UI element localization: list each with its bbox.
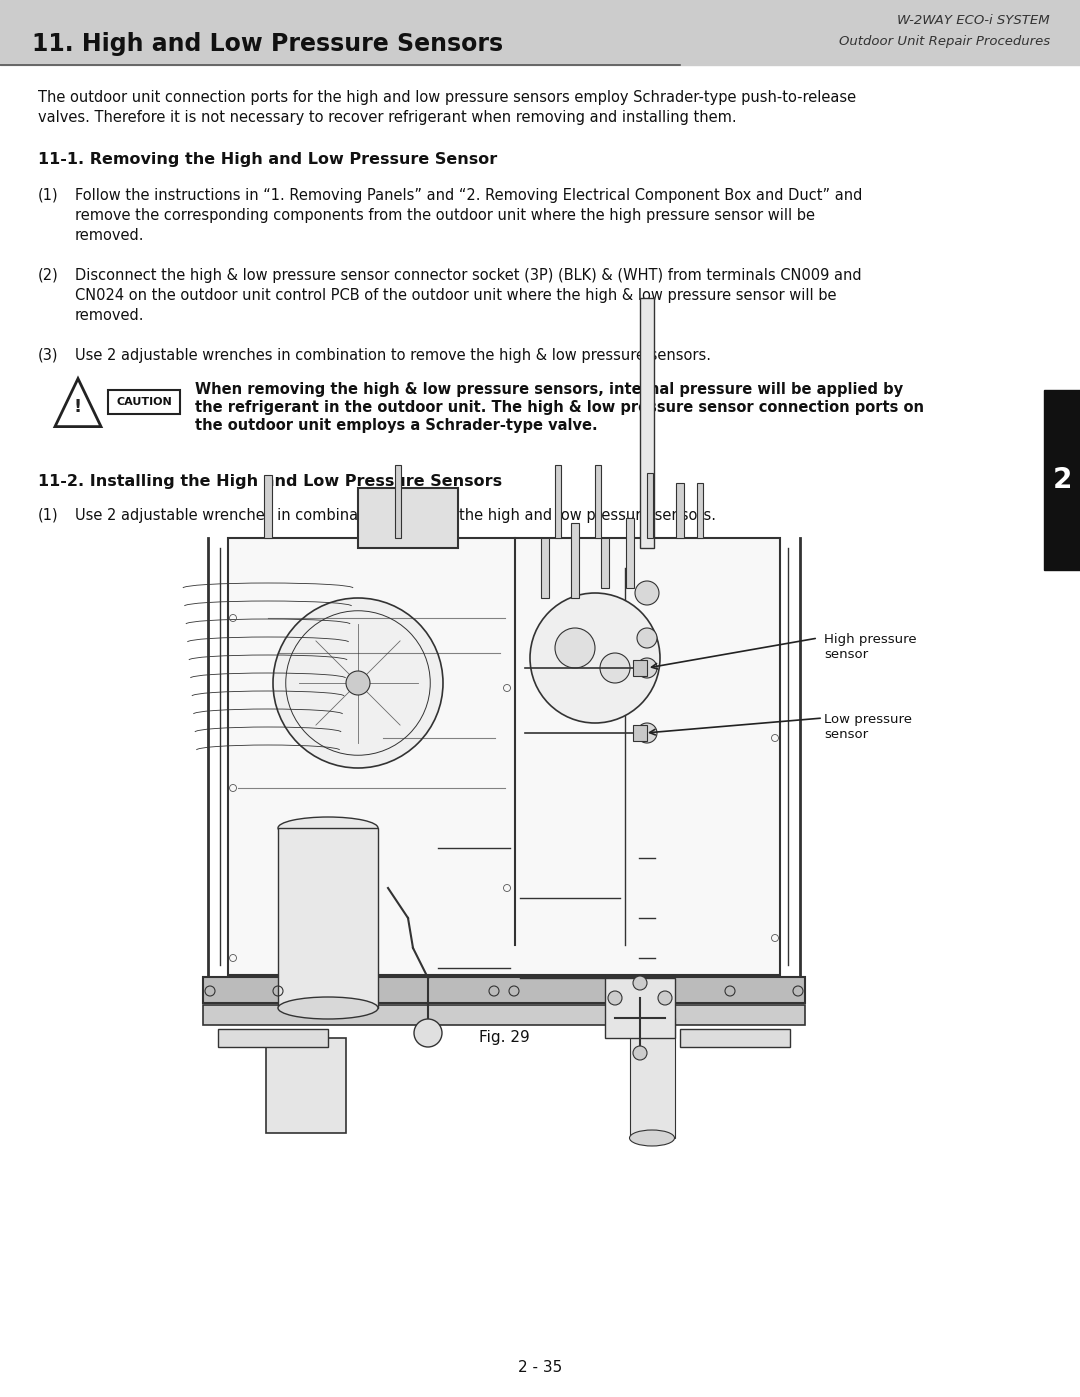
Bar <box>228 538 780 975</box>
Text: CAUTION: CAUTION <box>117 397 172 407</box>
Text: High pressure
sensor: High pressure sensor <box>824 633 917 661</box>
Circle shape <box>555 629 595 668</box>
Bar <box>203 1004 805 1025</box>
Bar <box>626 518 634 588</box>
Bar <box>697 483 703 538</box>
Text: 11-1. Removing the High and Low Pressure Sensor: 11-1. Removing the High and Low Pressure… <box>38 152 497 168</box>
Bar <box>647 474 653 538</box>
Circle shape <box>414 1018 442 1046</box>
Ellipse shape <box>278 997 378 1018</box>
Text: W-2WAY ECO-i SYSTEM: W-2WAY ECO-i SYSTEM <box>897 14 1050 27</box>
Bar <box>266 1038 346 1133</box>
Circle shape <box>633 977 647 990</box>
Bar <box>555 465 561 538</box>
Text: (1): (1) <box>38 189 58 203</box>
Text: the outdoor unit employs a Schrader-type valve.: the outdoor unit employs a Schrader-type… <box>195 418 597 433</box>
Bar <box>203 977 805 1003</box>
Circle shape <box>600 652 630 683</box>
Bar <box>1044 390 1080 570</box>
Circle shape <box>635 581 659 605</box>
Circle shape <box>637 629 657 648</box>
Text: Use 2 adjustable wrenches in combination to remove the high & low pressure senso: Use 2 adjustable wrenches in combination… <box>75 348 711 363</box>
Text: Disconnect the high & low pressure sensor connector socket (3P) (BLK) & (WHT) fr: Disconnect the high & low pressure senso… <box>75 268 862 323</box>
Bar <box>571 522 579 598</box>
Text: When removing the high & low pressure sensors, internal pressure will be applied: When removing the high & low pressure se… <box>195 381 903 397</box>
Ellipse shape <box>630 1130 675 1146</box>
Text: Outdoor Unit Repair Procedures: Outdoor Unit Repair Procedures <box>839 35 1050 49</box>
Bar <box>357 488 458 548</box>
Text: Fig. 29: Fig. 29 <box>478 1030 529 1045</box>
Bar <box>108 390 180 414</box>
Text: Follow the instructions in “1. Removing Panels” and “2. Removing Electrical Comp: Follow the instructions in “1. Removing … <box>75 189 862 243</box>
Bar <box>218 1030 328 1046</box>
Text: (2): (2) <box>38 268 58 284</box>
Circle shape <box>637 724 657 743</box>
Bar <box>640 298 654 548</box>
Text: 11. High and Low Pressure Sensors: 11. High and Low Pressure Sensors <box>32 32 503 56</box>
Circle shape <box>637 658 657 678</box>
Bar <box>676 483 684 538</box>
Bar <box>680 1030 789 1046</box>
Bar <box>633 659 647 676</box>
Circle shape <box>633 1046 647 1060</box>
Circle shape <box>273 598 443 768</box>
Bar <box>600 538 609 588</box>
Text: 2 - 35: 2 - 35 <box>518 1361 562 1375</box>
Bar <box>264 475 272 538</box>
Bar <box>0 0 1080 66</box>
Text: (3): (3) <box>38 348 58 363</box>
Bar <box>595 465 600 538</box>
Text: 2: 2 <box>1052 467 1071 495</box>
Text: 11-2. Installing the High and Low Pressure Sensors: 11-2. Installing the High and Low Pressu… <box>38 474 502 489</box>
Bar <box>633 725 647 740</box>
Bar <box>605 978 675 1038</box>
Text: !: ! <box>73 398 82 416</box>
Ellipse shape <box>630 1010 675 1025</box>
Bar <box>541 538 549 598</box>
Text: Use 2 adjustable wrenches in combination to install the high and low pressure se: Use 2 adjustable wrenches in combination… <box>75 509 716 522</box>
Circle shape <box>608 990 622 1004</box>
Ellipse shape <box>278 817 378 840</box>
Text: (1): (1) <box>38 509 58 522</box>
Circle shape <box>658 990 672 1004</box>
Text: The outdoor unit connection ports for the high and low pressure sensors employ S: The outdoor unit connection ports for th… <box>38 89 856 124</box>
Text: Low pressure
sensor: Low pressure sensor <box>824 712 912 740</box>
Text: the refrigerant in the outdoor unit. The high & low pressure sensor connection p: the refrigerant in the outdoor unit. The… <box>195 400 924 415</box>
Bar <box>395 465 401 538</box>
Circle shape <box>346 671 370 694</box>
Bar <box>630 1018 675 1139</box>
Circle shape <box>530 592 660 724</box>
Bar <box>278 828 378 1009</box>
